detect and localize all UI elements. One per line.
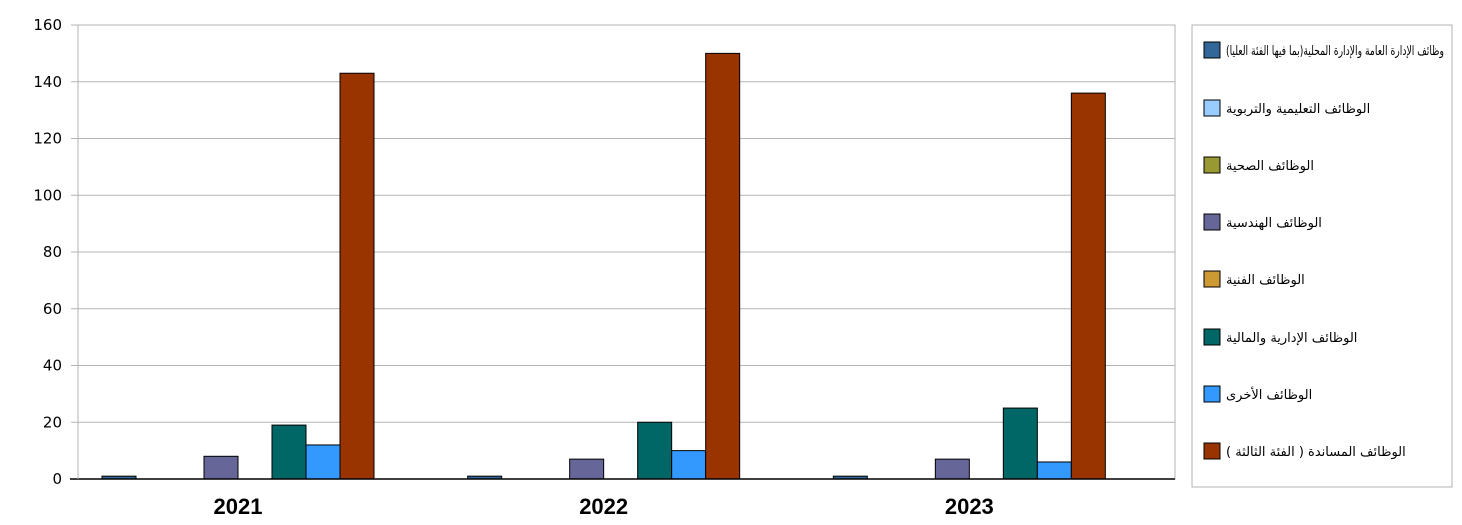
x-category-label: 2021 (214, 494, 263, 519)
legend-label: وظائف الإدارة العامة والإدارة المحلية(بم… (1226, 44, 1444, 59)
legend: وظائف الإدارة العامة والإدارة المحلية(بم… (1191, 24, 1453, 488)
y-tick-label: 40 (43, 357, 62, 375)
legend-label: الوظائف الصحية (1226, 159, 1314, 174)
legend-label: الوظائف الهندسية (1226, 216, 1322, 231)
legend-swatch (1203, 156, 1221, 174)
legend-swatch (1203, 385, 1221, 403)
legend-label: الوظائف الفنية (1226, 273, 1305, 288)
legend-box (1191, 24, 1453, 488)
bar-2021-series-8 (339, 72, 375, 480)
gridlines (78, 24, 1175, 423)
legend-swatch (1203, 328, 1221, 346)
bar-2022-series-8 (705, 52, 741, 480)
y-tick-label: 0 (52, 470, 62, 488)
y-axis-ticks: 0 20 40 60 80 100 120 140 160 (33, 16, 78, 488)
bar-2022-series-4 (569, 458, 605, 480)
x-category-label: 2023 (945, 494, 994, 519)
bar-2023-series-4 (934, 458, 970, 480)
legend-swatch (1203, 41, 1221, 59)
y-tick-label: 140 (33, 73, 62, 91)
y-tick-label: 100 (33, 186, 62, 204)
y-tick-label: 160 (33, 16, 62, 34)
legend-swatch (1203, 270, 1221, 288)
legend-swatch (1203, 213, 1221, 231)
bar-2022-series-7 (671, 450, 707, 480)
y-tick-label: 60 (43, 300, 62, 318)
bar-2022-series-6 (637, 421, 673, 480)
bar-2021-series-4 (203, 455, 239, 480)
x-category-label: 2022 (579, 494, 628, 519)
legend-swatch (1203, 442, 1221, 460)
x-axis-categories: 2021 2022 2023 (214, 494, 994, 519)
legend-label: الوظائف التعليمية والتربوية (1226, 102, 1370, 117)
y-tick-label: 120 (33, 130, 62, 148)
bar-2021-series-6 (271, 424, 307, 480)
legend-label: الوظائف الإدارية والمالية (1226, 331, 1357, 346)
legend-label: الوظائف الأخرى (1226, 386, 1312, 403)
bar-2023-series-8 (1070, 92, 1106, 480)
legend-label: الوظائف المساندة ( الفئة الثالثة ) (1226, 445, 1406, 460)
legend-swatch (1203, 99, 1221, 117)
bar-2023-series-7 (1036, 461, 1072, 480)
bar-2023-series-6 (1002, 407, 1038, 480)
bar-2021-series-7 (305, 444, 341, 480)
y-tick-label: 20 (43, 413, 62, 431)
y-tick-label: 80 (43, 243, 62, 261)
